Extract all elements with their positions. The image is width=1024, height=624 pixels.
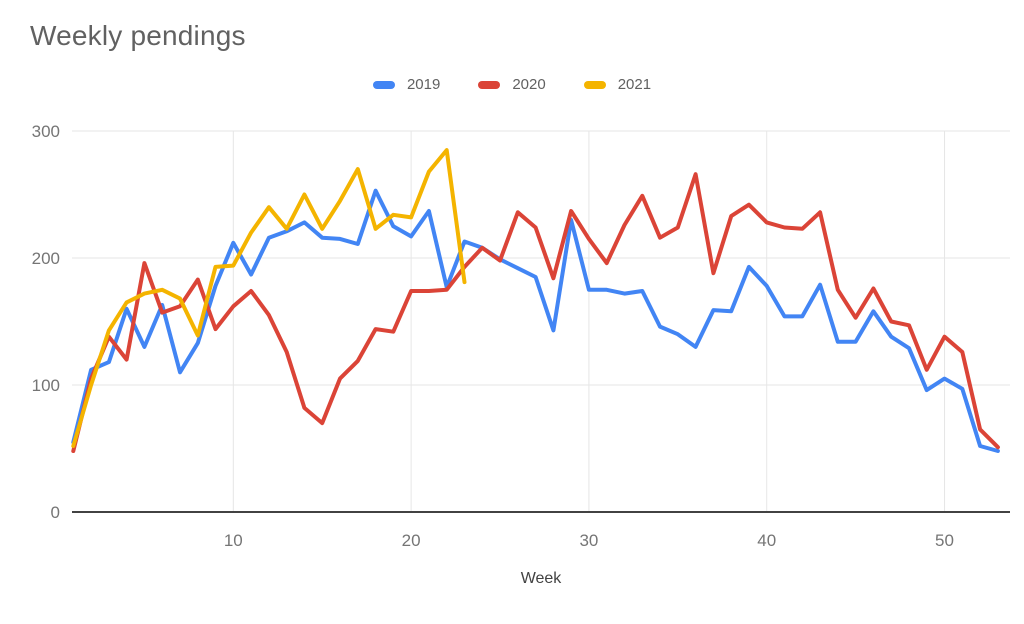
legend-item-2021[interactable]: 2021: [583, 76, 652, 93]
legend: 2019 2020 2021: [0, 76, 1024, 93]
x-tick-label-30: 30: [579, 531, 598, 550]
y-tick-label-300: 300: [32, 122, 60, 141]
x-tick-label-40: 40: [757, 531, 776, 550]
y-tick-label-0: 0: [51, 503, 60, 522]
series-line-2019: [71, 188, 1000, 453]
legend-item-2020[interactable]: 2020: [478, 76, 546, 93]
legend-label-2019: 2019: [406, 76, 441, 93]
legend-label-2020: 2020: [512, 76, 546, 93]
x-tick-label-10: 10: [224, 531, 243, 550]
legend-swatch-2020: [478, 80, 501, 89]
chart-title: Weekly pendings: [30, 20, 246, 51]
series-line-2020: [71, 172, 1000, 453]
legend-swatch-2019: [372, 80, 395, 89]
legend-swatch-2021: [583, 80, 606, 89]
series-line-2021: [71, 148, 467, 448]
x-axis-title: Week: [520, 570, 562, 587]
legend-label-2021: 2021: [617, 76, 652, 93]
x-tick-label-20: 20: [402, 531, 421, 550]
y-tick-label-100: 100: [32, 376, 60, 395]
y-tick-label-200: 200: [32, 249, 60, 268]
legend-item-2019[interactable]: 2019: [372, 76, 441, 93]
x-tick-label-50: 50: [935, 531, 954, 550]
